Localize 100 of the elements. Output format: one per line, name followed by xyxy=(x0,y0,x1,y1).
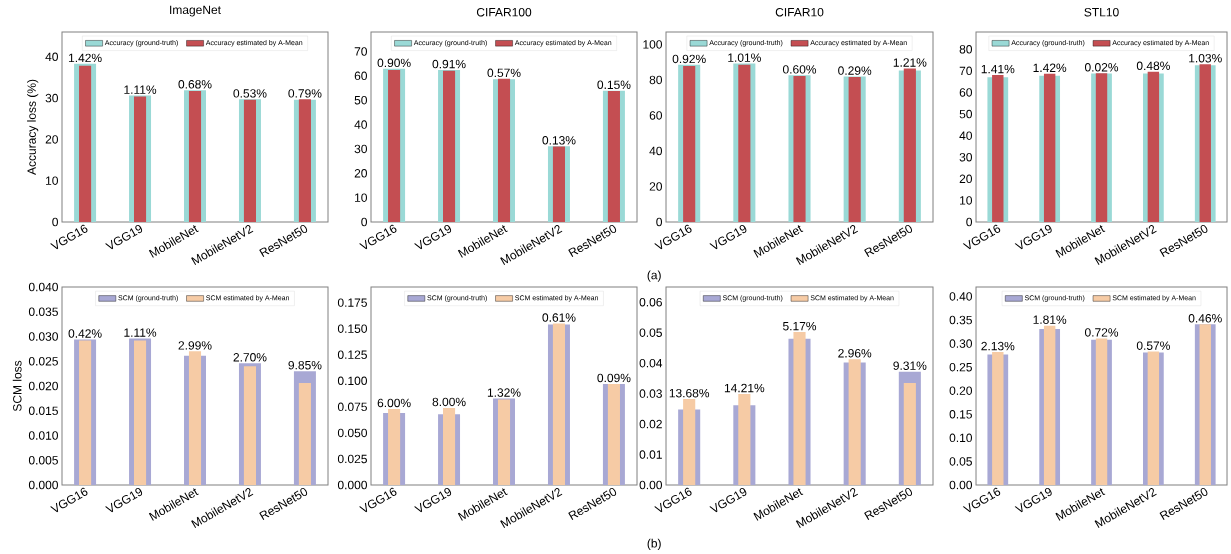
y-tick-label: 0.035 xyxy=(28,307,58,316)
y-tick-label: 0.040 xyxy=(28,282,58,292)
y-tick-label: 0.05 xyxy=(949,457,972,466)
chart-title: STL10 xyxy=(1084,7,1119,17)
y-tick-label: 60 xyxy=(649,111,663,120)
y-axis-title: Accuracy loss (%) xyxy=(27,79,39,175)
annotation: 0.48% xyxy=(1136,61,1170,71)
annotation: 8.00% xyxy=(432,397,466,407)
annotation: 5.17% xyxy=(782,321,817,331)
y-tick-label: 0.075 xyxy=(337,402,367,412)
y-tick-label: 0.025 xyxy=(337,454,367,464)
chart-title: CIFAR10 xyxy=(775,7,824,17)
y-tick-label: 30 xyxy=(354,144,368,154)
y-tick-label: 0.150 xyxy=(337,324,367,333)
bar xyxy=(738,393,751,485)
annotation: 0.61% xyxy=(542,313,576,322)
bar xyxy=(552,323,566,485)
y-tick-label: 10 xyxy=(960,196,973,205)
annotation: 1.21% xyxy=(893,58,927,67)
y-tick-label: 0.35 xyxy=(949,315,972,325)
annotation: 0.91% xyxy=(432,59,466,69)
annotation: 1.81% xyxy=(1033,315,1067,324)
bar xyxy=(1199,324,1211,485)
y-tick-label: 20 xyxy=(45,135,58,144)
y-tick-label: 40 xyxy=(354,120,368,129)
y-tick-label: 20 xyxy=(649,182,663,191)
bar xyxy=(607,383,620,485)
annotation: 9.85% xyxy=(288,360,322,370)
y-tick-label: 0.100 xyxy=(337,376,367,386)
y-axis-title: SCM loss xyxy=(12,360,22,412)
y-tick-label: 0.050 xyxy=(337,428,367,438)
y-tick-label: 70 xyxy=(354,47,368,56)
bar xyxy=(683,66,696,222)
annotation: 0.72% xyxy=(1084,328,1119,337)
y-tick-label: 30 xyxy=(45,93,58,103)
y-tick-label: 50 xyxy=(354,95,368,105)
y-tick-label: 0.01 xyxy=(639,450,662,459)
bar xyxy=(1199,64,1211,222)
y-tick-label: 0.02 xyxy=(639,419,662,429)
y-tick-label: 0.30 xyxy=(949,339,973,348)
annotation: 0.46% xyxy=(1188,314,1222,323)
bar xyxy=(793,332,806,485)
bar xyxy=(683,399,696,485)
y-tick-label: 0.10 xyxy=(949,433,973,443)
annotation: 1.32% xyxy=(487,388,521,397)
bar xyxy=(134,96,147,222)
annotation: 0.60% xyxy=(782,65,817,74)
annotation: 0.90% xyxy=(377,58,411,68)
bar xyxy=(552,146,566,222)
annotation: 0.68% xyxy=(178,80,212,89)
bar xyxy=(992,352,1004,485)
y-tick-label: 0.015 xyxy=(28,406,58,415)
y-tick-label: 50 xyxy=(959,109,973,119)
annotation: 1.42% xyxy=(68,53,102,63)
y-tick-label: 40 xyxy=(959,131,973,140)
annotation: 1.42% xyxy=(1033,63,1067,72)
bar xyxy=(738,64,751,222)
y-tick-label: 0.20 xyxy=(949,386,973,395)
annotation: 0.57% xyxy=(487,68,521,78)
bar xyxy=(848,76,861,222)
chart-title: ImageNet xyxy=(170,5,221,17)
y-tick-label: 0.06 xyxy=(639,297,662,307)
y-tick-label: 60 xyxy=(959,88,973,97)
text: (a) xyxy=(647,270,661,282)
bar xyxy=(443,70,456,222)
bar xyxy=(243,366,257,485)
bar xyxy=(1043,325,1056,485)
y-tick-label: 60 xyxy=(354,71,368,81)
annotation: 2.99% xyxy=(178,341,212,350)
y-tick-label: 40 xyxy=(45,52,58,62)
bar xyxy=(848,359,861,485)
y-tick-label: 40 xyxy=(649,146,663,156)
y-tick-label: 10 xyxy=(46,176,58,185)
y-tick-label: 0.03 xyxy=(639,389,662,398)
annotation: 0.15% xyxy=(597,80,631,89)
y-tick-label: 0.005 xyxy=(28,456,58,465)
y-tick-label: 80 xyxy=(649,75,663,85)
y-tick-label: 0.030 xyxy=(28,332,58,341)
annotation: 0.57% xyxy=(1136,341,1170,350)
annotation: 0.29% xyxy=(838,66,872,75)
y-tick-label: 0.175 xyxy=(337,298,367,307)
y-tick-label: 0.020 xyxy=(28,381,58,391)
y-tick-label: 0.25 xyxy=(949,362,972,372)
annotation: 1.03% xyxy=(1189,53,1222,63)
bar xyxy=(992,74,1004,222)
y-tick-label: 100 xyxy=(643,40,663,49)
annotation: 2.13% xyxy=(981,341,1015,351)
y-tick-label: 80 xyxy=(959,45,973,54)
bar xyxy=(79,65,92,222)
y-tick-label: 0.010 xyxy=(28,431,58,440)
text: (b) xyxy=(647,538,661,550)
y-tick-label: 0.05 xyxy=(639,328,662,337)
y-tick-label: 20 xyxy=(959,174,973,184)
bar xyxy=(903,382,916,485)
bar xyxy=(79,340,92,485)
annotation: 0.53% xyxy=(233,89,267,98)
y-tick-label: 0.025 xyxy=(28,357,58,366)
y-tick-label: 30 xyxy=(959,152,973,162)
bar xyxy=(243,99,257,222)
annotation: 0.13% xyxy=(542,136,576,145)
